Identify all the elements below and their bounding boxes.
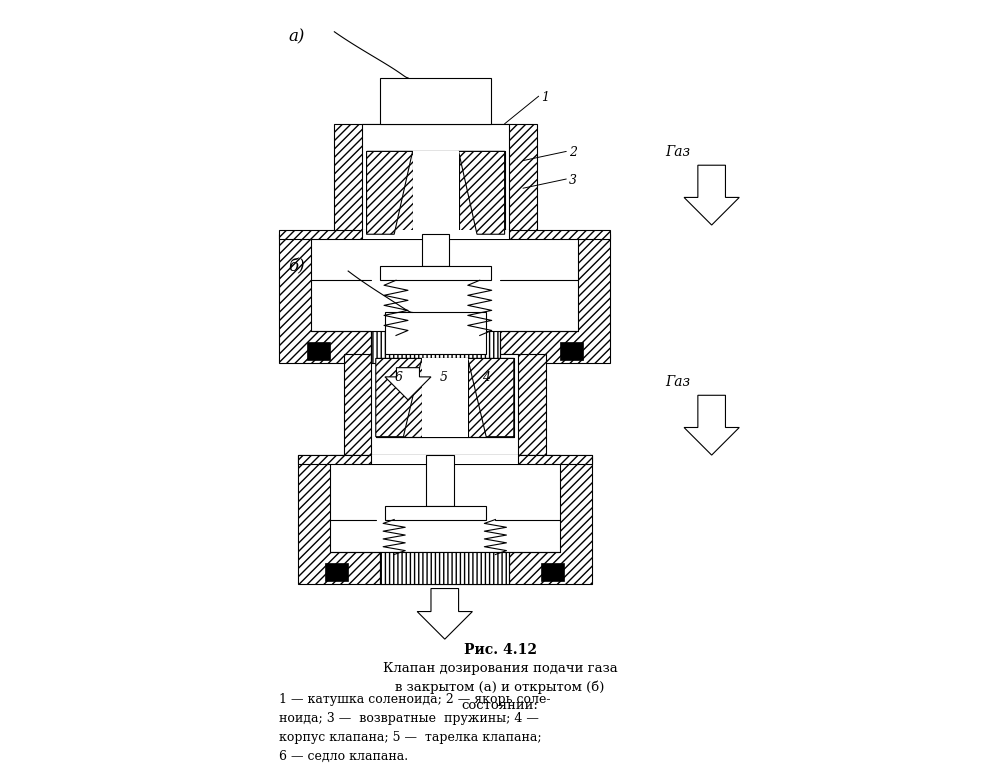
- Bar: [541, 563, 564, 581]
- Bar: [330, 455, 560, 552]
- Text: б): б): [288, 258, 305, 275]
- Bar: [279, 234, 610, 363]
- Text: 3: 3: [569, 173, 577, 186]
- Text: 2: 2: [569, 146, 577, 159]
- Bar: [371, 331, 500, 363]
- Bar: [362, 229, 509, 239]
- Bar: [380, 78, 491, 124]
- Bar: [367, 152, 505, 234]
- Polygon shape: [367, 152, 413, 234]
- Bar: [307, 342, 330, 360]
- Polygon shape: [376, 359, 422, 437]
- Bar: [422, 359, 468, 437]
- Text: 5: 5: [440, 371, 448, 384]
- Text: а): а): [288, 28, 305, 45]
- Bar: [298, 455, 592, 584]
- Bar: [422, 234, 449, 266]
- Polygon shape: [385, 367, 431, 400]
- Bar: [371, 455, 518, 464]
- Polygon shape: [684, 395, 739, 455]
- Bar: [385, 506, 486, 520]
- Polygon shape: [684, 166, 739, 225]
- Text: Газ: Газ: [666, 145, 691, 159]
- Polygon shape: [459, 152, 505, 234]
- Bar: [325, 563, 348, 581]
- Bar: [298, 455, 592, 464]
- Bar: [380, 552, 509, 584]
- Bar: [385, 313, 486, 354]
- Bar: [344, 354, 546, 455]
- Bar: [362, 124, 509, 234]
- Bar: [311, 234, 578, 331]
- Polygon shape: [417, 588, 472, 639]
- Text: 4: 4: [482, 371, 490, 384]
- Bar: [413, 152, 459, 234]
- Bar: [371, 280, 500, 331]
- Bar: [279, 229, 610, 239]
- Text: 1 — катушка соленоида; 2 — якорь соле-
ноида; 3 —  возвратные  пружины; 4 —
корп: 1 — катушка соленоида; 2 — якорь соле- н…: [279, 692, 551, 762]
- Text: Газ: Газ: [666, 375, 691, 389]
- Bar: [560, 342, 583, 360]
- Bar: [376, 359, 514, 437]
- Bar: [334, 124, 537, 234]
- Text: Клапан дозирования подачи газа
в закрытом (а) и открытом (б)
состоянии:: Клапан дозирования подачи газа в закрыто…: [383, 662, 617, 712]
- Text: 6: 6: [394, 371, 402, 384]
- Bar: [426, 455, 454, 506]
- Bar: [371, 354, 518, 455]
- Text: 1: 1: [541, 91, 549, 104]
- Text: Рис. 4.12: Рис. 4.12: [464, 643, 536, 658]
- Bar: [380, 266, 491, 280]
- Polygon shape: [468, 359, 514, 437]
